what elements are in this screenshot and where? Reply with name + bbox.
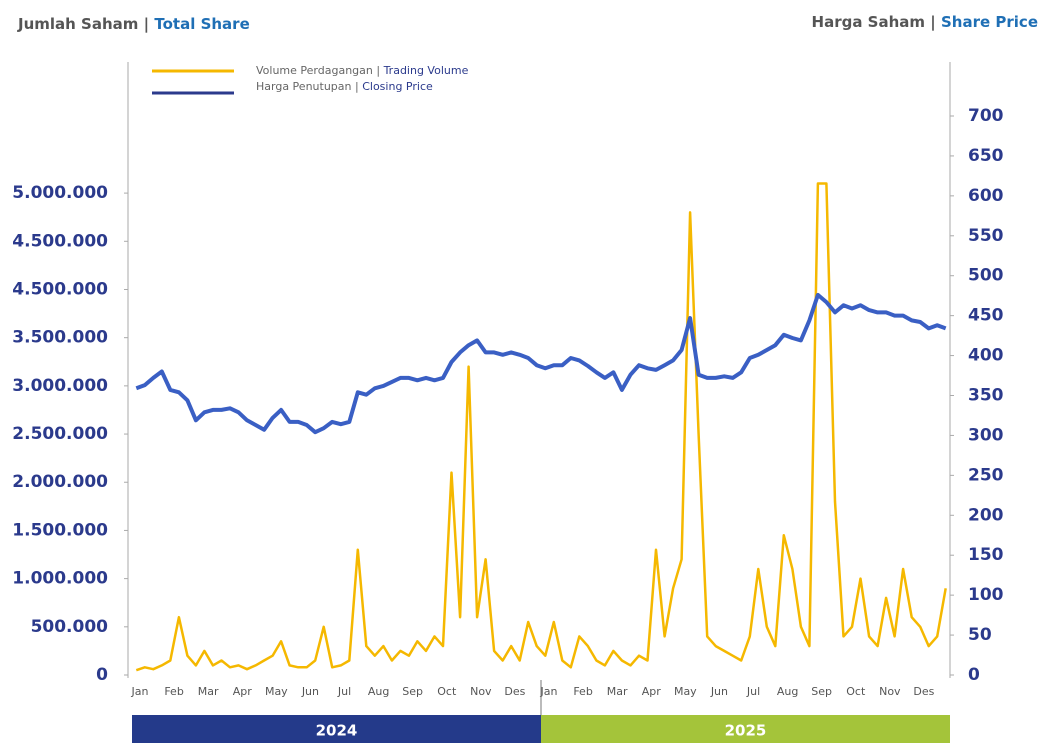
legend-name-en: Closing Price (362, 80, 433, 93)
separator: | (930, 13, 935, 32)
y2-tick-label: 0 (968, 665, 980, 685)
series-line (135, 182, 947, 672)
y2-tick-label: 200 (968, 505, 1004, 525)
x-tick-label: Jan (131, 685, 149, 698)
y-tick-label: 4.500.000 (12, 279, 108, 299)
legend-name-en: Trading Volume (383, 64, 469, 77)
x-tick-label: Oct (437, 685, 457, 698)
separator: | (376, 64, 380, 77)
year-bar (132, 715, 541, 743)
legend-entry: Volume Perdagangan | Trading Volume (256, 64, 469, 77)
y2-tick-label: 650 (968, 146, 1004, 166)
x-tick-label: Apr (233, 685, 253, 698)
right-title: Harga Saham | Share Price (812, 13, 1038, 32)
y2-tick-label: 600 (968, 186, 1004, 206)
x-tick-label: Jul (746, 685, 760, 698)
y2-tick-label: 550 (968, 226, 1004, 246)
y2-tick-label: 100 (968, 585, 1004, 605)
right-title-id: Harga Saham (812, 13, 926, 31)
x-tick-label: Nov (879, 685, 901, 698)
x-tick-label: Jan (540, 685, 558, 698)
left-title-en: Total Share (154, 15, 249, 33)
y2-tick-label: 700 (968, 106, 1004, 126)
y-tick-label: 1.500.000 (12, 520, 108, 540)
y-tick-label: 0 (96, 665, 108, 685)
separator: | (355, 80, 359, 93)
x-tick-label: Feb (164, 685, 183, 698)
separator: | (144, 15, 149, 34)
y2-tick-label: 350 (968, 386, 1004, 406)
y-tick-label: 2.500.000 (12, 424, 108, 444)
x-tick-label: Apr (642, 685, 662, 698)
x-tick-label: Jun (710, 685, 728, 698)
legend-name: Harga Penutupan (256, 80, 352, 93)
y-tick-label: 4.500.000 (12, 231, 108, 251)
y-tick-label: 1.000.000 (12, 569, 108, 589)
y2-tick-label: 450 (968, 306, 1004, 326)
x-tick-label: Jun (301, 685, 319, 698)
x-tick-label: Mar (607, 685, 628, 698)
legend-entry: Harga Penutupan | Closing Price (256, 80, 433, 93)
left-title-id: Jumlah Saham (17, 15, 138, 33)
x-tick-label: May (674, 685, 697, 698)
x-tick-label: Jul (337, 685, 351, 698)
x-tick-label: Mar (198, 685, 219, 698)
y2-tick-label: 50 (968, 625, 992, 645)
y2-tick-label: 150 (968, 545, 1004, 565)
x-tick-label: Nov (470, 685, 492, 698)
y-tick-label: 2.000.000 (12, 472, 108, 492)
x-tick-label: Sep (402, 685, 423, 698)
year-label: 2025 (725, 722, 767, 740)
x-tick-label: Des (913, 685, 934, 698)
y-tick-label: 3.500.000 (12, 328, 108, 348)
y-tick-label: 3.000.000 (12, 376, 108, 396)
legend-name: Volume Perdagangan (256, 64, 373, 77)
left-title: Jumlah Saham | Total Share (17, 15, 250, 34)
x-tick-label: May (265, 685, 288, 698)
y2-tick-label: 500 (968, 266, 1004, 286)
series-line (135, 292, 947, 435)
x-tick-label: Des (504, 685, 525, 698)
year-bar (541, 715, 950, 743)
y-tick-label: 5.000.000 (12, 183, 108, 203)
year-label: 2024 (316, 722, 358, 740)
x-tick-label: Feb (573, 685, 592, 698)
right-title-en: Share Price (941, 13, 1038, 31)
y-tick-label: 500.000 (31, 617, 109, 637)
y2-tick-label: 250 (968, 465, 1004, 485)
x-tick-label: Sep (811, 685, 832, 698)
x-tick-label: Aug (368, 685, 389, 698)
x-tick-label: Oct (846, 685, 866, 698)
x-tick-label: Aug (777, 685, 798, 698)
y2-tick-label: 300 (968, 425, 1004, 445)
y2-tick-label: 400 (968, 346, 1004, 366)
